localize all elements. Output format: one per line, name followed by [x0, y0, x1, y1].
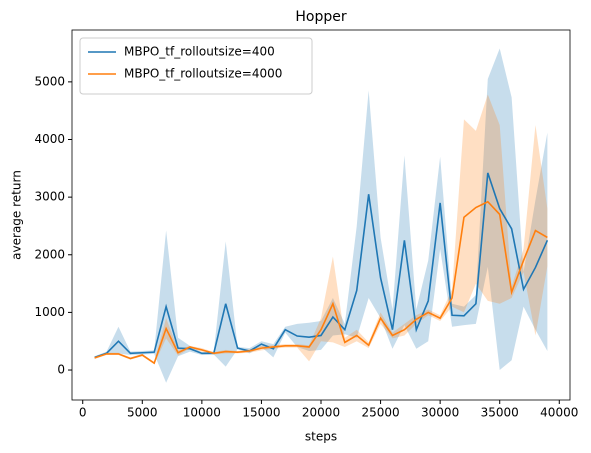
band — [94, 48, 548, 383]
x-tick-label: 0 — [79, 406, 87, 420]
y-tick-label: 4000 — [34, 132, 65, 146]
x-tick-label: 10000 — [183, 406, 221, 420]
line — [94, 200, 548, 365]
x-tick-label: 20000 — [302, 406, 340, 420]
legend-box — [79, 37, 313, 95]
x-tick-label: 5000 — [127, 406, 158, 420]
x-axis-label: steps — [305, 430, 337, 444]
legend-label: MBPO_tf_rolloutsize=4000 — [124, 67, 282, 81]
band — [94, 94, 548, 365]
x-tick-label: 35000 — [481, 406, 519, 420]
x-tick-label: 15000 — [242, 406, 280, 420]
legend-label: MBPO_tf_rolloutsize=400 — [124, 45, 275, 59]
chart-title: Hopper — [295, 9, 346, 25]
y-axis-label: average return — [10, 170, 24, 260]
y-tick-label: 5000 — [34, 74, 65, 88]
x-tick-label: 40000 — [540, 406, 578, 420]
line — [94, 172, 549, 359]
y-tick-label: 0 — [57, 363, 65, 377]
y-tick-label: 2000 — [34, 247, 65, 261]
x-tick-label: 25000 — [361, 406, 399, 420]
x-tick-label: 30000 — [421, 406, 459, 420]
plot-frame — [71, 29, 571, 401]
y-tick-label: 3000 — [34, 190, 65, 204]
y-tick-label: 1000 — [34, 305, 65, 319]
